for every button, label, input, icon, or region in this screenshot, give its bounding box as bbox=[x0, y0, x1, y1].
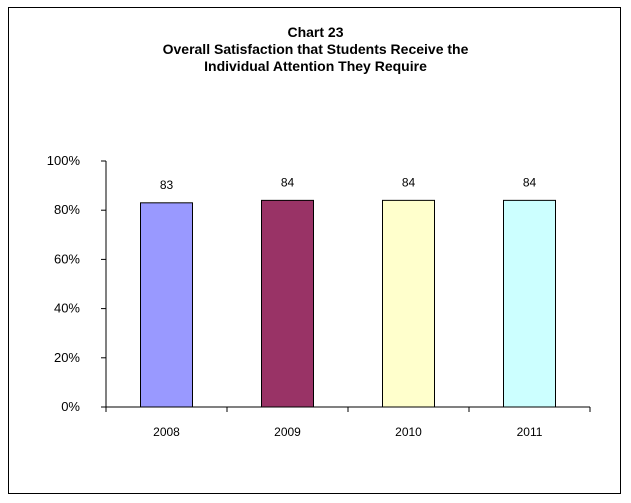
x-tick-label-2010: 2010 bbox=[395, 425, 422, 439]
data-label-2009: 84 bbox=[281, 175, 295, 189]
chart-title-line-1: Chart 23 bbox=[287, 24, 344, 40]
y-tick-label-0%: 0% bbox=[61, 399, 80, 414]
data-label-2011: 84 bbox=[523, 175, 537, 189]
data-label-2010: 84 bbox=[402, 175, 416, 189]
y-tick-label-100%: 100% bbox=[47, 153, 81, 168]
data-label-2008: 83 bbox=[160, 178, 174, 192]
x-tick-label-2008: 2008 bbox=[153, 425, 180, 439]
bar-2011 bbox=[503, 199, 556, 408]
bar-2009 bbox=[261, 199, 314, 408]
y-tick-label-60%: 60% bbox=[54, 251, 80, 266]
chart-title-line-3: Individual Attention They Require bbox=[204, 58, 427, 74]
y-tick-label-80%: 80% bbox=[54, 202, 80, 217]
y-tick-label-40%: 40% bbox=[54, 301, 80, 316]
chart-title-line-2: Overall Satisfaction that Students Recei… bbox=[162, 41, 469, 57]
bar-2010 bbox=[382, 199, 435, 408]
x-tick-label-2011: 2011 bbox=[517, 425, 543, 439]
chart-title: Chart 23 Overall Satisfaction that Stude… bbox=[0, 24, 631, 75]
bar-2008 bbox=[140, 202, 193, 408]
y-tick-label-20%: 20% bbox=[54, 350, 80, 365]
x-tick-label-2009: 2009 bbox=[274, 425, 301, 439]
